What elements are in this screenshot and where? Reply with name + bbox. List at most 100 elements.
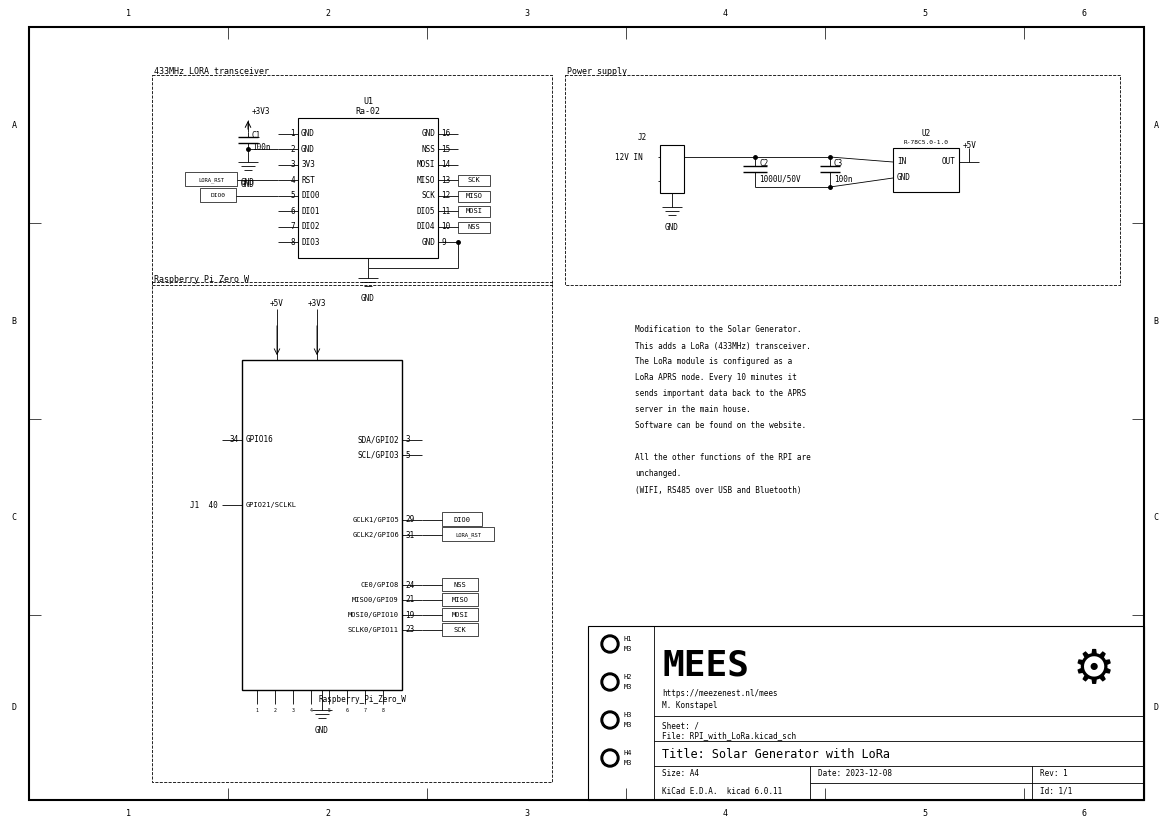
Text: M. Konstapel: M. Konstapel bbox=[662, 701, 718, 710]
Text: GND: GND bbox=[300, 129, 314, 138]
Bar bbox=[458, 222, 490, 233]
Text: 3: 3 bbox=[404, 436, 409, 444]
Bar bbox=[458, 206, 490, 218]
Text: CE0/GPIO8: CE0/GPIO8 bbox=[361, 582, 399, 588]
Bar bbox=[442, 527, 494, 541]
Text: All the other functions of the RPI are: All the other functions of the RPI are bbox=[635, 453, 811, 462]
Text: NSS: NSS bbox=[468, 224, 480, 230]
Text: GCLK1/GPIO5: GCLK1/GPIO5 bbox=[352, 517, 399, 523]
Text: DIO0: DIO0 bbox=[454, 517, 470, 523]
Text: 1: 1 bbox=[290, 129, 295, 138]
Text: 4: 4 bbox=[310, 708, 312, 713]
Text: +5V: +5V bbox=[270, 299, 284, 308]
Text: Id: 1/1: Id: 1/1 bbox=[1040, 786, 1072, 796]
Text: SCL/GPIO3: SCL/GPIO3 bbox=[358, 451, 399, 460]
Text: 3: 3 bbox=[524, 810, 530, 819]
Text: 8: 8 bbox=[381, 708, 385, 713]
Circle shape bbox=[604, 676, 616, 688]
Text: MEES: MEES bbox=[662, 649, 749, 683]
Text: sends important data back to the APRS: sends important data back to the APRS bbox=[635, 390, 807, 399]
Text: 7: 7 bbox=[290, 222, 295, 232]
Circle shape bbox=[604, 638, 616, 650]
Bar bbox=[458, 191, 490, 202]
Circle shape bbox=[601, 673, 620, 691]
Text: C1: C1 bbox=[253, 131, 261, 140]
Text: 8: 8 bbox=[290, 238, 295, 247]
Text: 16: 16 bbox=[441, 129, 450, 138]
Text: 11: 11 bbox=[441, 207, 450, 216]
Text: server in the main house.: server in the main house. bbox=[635, 405, 750, 414]
Bar bbox=[242, 360, 402, 690]
Text: 2: 2 bbox=[290, 145, 295, 154]
Text: DIO2: DIO2 bbox=[300, 222, 319, 232]
Text: 100n: 100n bbox=[253, 142, 270, 151]
Text: https://meezenest.nl/mees: https://meezenest.nl/mees bbox=[662, 690, 777, 699]
Circle shape bbox=[601, 635, 620, 653]
Text: 3: 3 bbox=[290, 160, 295, 170]
Text: D: D bbox=[1154, 703, 1158, 712]
Text: +5V: +5V bbox=[963, 141, 977, 150]
Text: MISO: MISO bbox=[416, 175, 435, 184]
Text: B: B bbox=[12, 317, 16, 326]
Bar bbox=[152, 75, 552, 285]
Text: Power supply: Power supply bbox=[567, 68, 627, 77]
Text: H4: H4 bbox=[624, 750, 632, 756]
Text: GCLK2/GPIO6: GCLK2/GPIO6 bbox=[352, 532, 399, 538]
Text: +3V3: +3V3 bbox=[307, 299, 326, 308]
Text: RST: RST bbox=[300, 175, 314, 184]
Text: ⚙: ⚙ bbox=[1073, 648, 1115, 694]
Text: 5: 5 bbox=[327, 708, 331, 713]
Circle shape bbox=[601, 711, 620, 729]
Text: MOSI: MOSI bbox=[416, 160, 435, 170]
Text: GND: GND bbox=[421, 129, 435, 138]
Text: Raspberry Pi Zero W: Raspberry Pi Zero W bbox=[154, 275, 249, 284]
Text: 4: 4 bbox=[290, 175, 295, 184]
Text: LORA_RST: LORA_RST bbox=[455, 533, 480, 538]
Text: M3: M3 bbox=[624, 760, 632, 766]
Text: 6: 6 bbox=[1081, 810, 1086, 819]
Text: 2: 2 bbox=[274, 708, 276, 713]
Text: SCK: SCK bbox=[454, 627, 466, 633]
Bar bbox=[200, 188, 236, 202]
Text: J2: J2 bbox=[638, 132, 648, 141]
Text: MOSI: MOSI bbox=[451, 612, 469, 618]
Text: 5: 5 bbox=[922, 810, 927, 819]
Text: 1: 1 bbox=[126, 9, 131, 18]
Text: +3V3: +3V3 bbox=[253, 108, 270, 117]
Text: Rev: 1: Rev: 1 bbox=[1040, 769, 1067, 778]
Text: 1: 1 bbox=[126, 810, 131, 819]
Text: U2: U2 bbox=[921, 130, 931, 138]
Bar bbox=[298, 118, 438, 258]
Text: MISO0/GPIO9: MISO0/GPIO9 bbox=[352, 597, 399, 603]
Text: 24: 24 bbox=[404, 581, 414, 590]
Circle shape bbox=[601, 749, 620, 767]
Bar bbox=[442, 578, 478, 591]
Text: SDA/GPIO2: SDA/GPIO2 bbox=[358, 436, 399, 444]
Text: B: B bbox=[1154, 317, 1158, 326]
Bar bbox=[442, 608, 478, 621]
Text: NSS: NSS bbox=[421, 145, 435, 154]
Text: NSS: NSS bbox=[454, 582, 466, 588]
Text: GND: GND bbox=[665, 223, 679, 232]
Text: Software can be found on the website.: Software can be found on the website. bbox=[635, 422, 807, 431]
Text: GND: GND bbox=[241, 178, 255, 187]
Text: DIO1: DIO1 bbox=[300, 207, 319, 216]
Text: MISO: MISO bbox=[465, 193, 483, 198]
Text: R-78C5.0-1.0: R-78C5.0-1.0 bbox=[904, 141, 948, 146]
Text: GND: GND bbox=[897, 174, 911, 183]
Text: LORA_RST: LORA_RST bbox=[198, 178, 224, 183]
Text: 29: 29 bbox=[404, 515, 414, 524]
Text: D: D bbox=[12, 703, 16, 712]
Text: 34: 34 bbox=[230, 436, 238, 444]
Text: This adds a LoRa (433MHz) transceiver.: This adds a LoRa (433MHz) transceiver. bbox=[635, 342, 811, 351]
Text: 433MHz LORA transceiver: 433MHz LORA transceiver bbox=[154, 68, 269, 77]
Text: U1: U1 bbox=[364, 98, 373, 107]
Text: Title: Solar Generator with LoRa: Title: Solar Generator with LoRa bbox=[662, 748, 890, 761]
Text: Ra-02: Ra-02 bbox=[355, 108, 380, 117]
Text: The LoRa module is configured as a: The LoRa module is configured as a bbox=[635, 357, 793, 366]
Text: SCK: SCK bbox=[421, 191, 435, 200]
Text: A: A bbox=[1154, 121, 1158, 130]
Text: unchanged.: unchanged. bbox=[635, 470, 682, 479]
Text: GND: GND bbox=[361, 294, 375, 303]
Text: 31: 31 bbox=[404, 530, 414, 539]
